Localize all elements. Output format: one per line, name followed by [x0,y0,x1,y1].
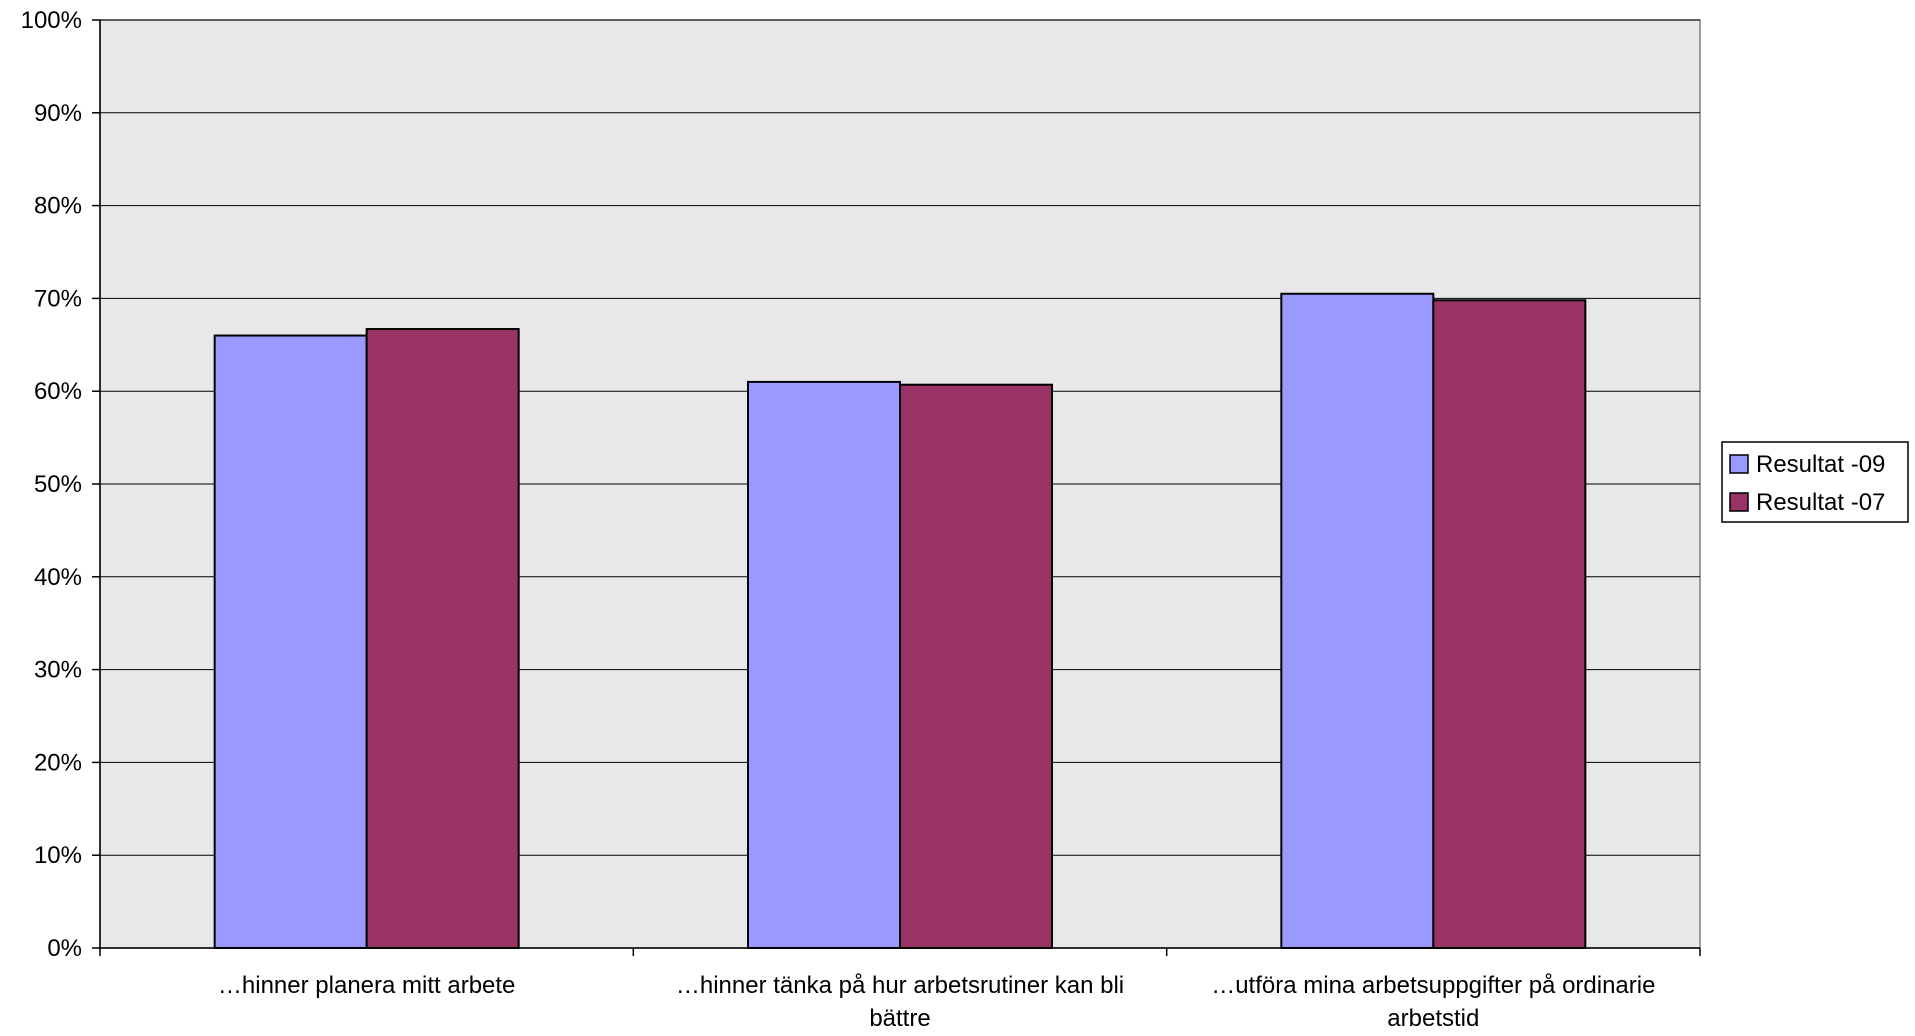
y-tick-label: 0% [47,935,82,962]
bar-resultat-07 [365,328,520,949]
bar-resultat-09 [747,380,901,950]
legend-label: Resultat -09 [1756,451,1885,478]
y-tick-label: 50% [34,471,82,498]
y-tick-label: 90% [34,100,82,127]
bar-resultat-07 [899,383,1053,950]
y-tick-label: 100% [21,7,82,34]
x-category-label: …utföra mina arbetsuppgifter på ordinari… [1211,972,1655,999]
bar-resultat-07 [1432,299,1587,950]
y-tick-label: 20% [34,749,82,776]
y-tick-label: 70% [34,285,82,312]
y-tick-label: 40% [34,564,82,591]
x-category-label: …hinner planera mitt arbete [218,972,516,999]
y-tick-label: 80% [34,193,82,220]
bar-resultat-09 [213,334,368,949]
x-category-label: bättre [869,1005,930,1031]
legend-swatch [1729,492,1749,512]
legend-swatch [1729,454,1749,474]
y-tick-label: 60% [34,378,82,405]
y-tick-label: 30% [34,657,82,684]
y-tick-label: 10% [34,842,82,869]
legend-box [1721,441,1909,523]
x-category-label: …hinner tänka på hur arbetsrutiner kan b… [676,972,1124,999]
x-category-label: arbetstid [1387,1005,1479,1031]
bar-resultat-09 [1280,292,1435,949]
legend-label: Resultat -07 [1756,489,1885,516]
